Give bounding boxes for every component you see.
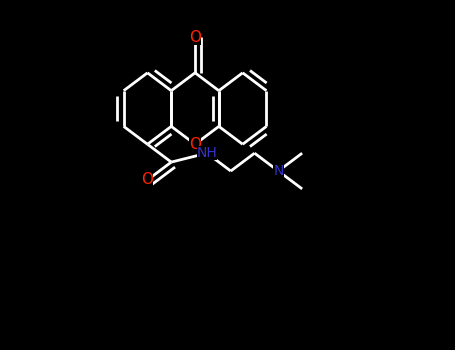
Text: O: O: [189, 30, 201, 44]
Text: O: O: [142, 173, 153, 188]
Text: O: O: [189, 137, 201, 152]
Text: N: N: [273, 164, 283, 178]
Text: NH: NH: [197, 146, 217, 160]
